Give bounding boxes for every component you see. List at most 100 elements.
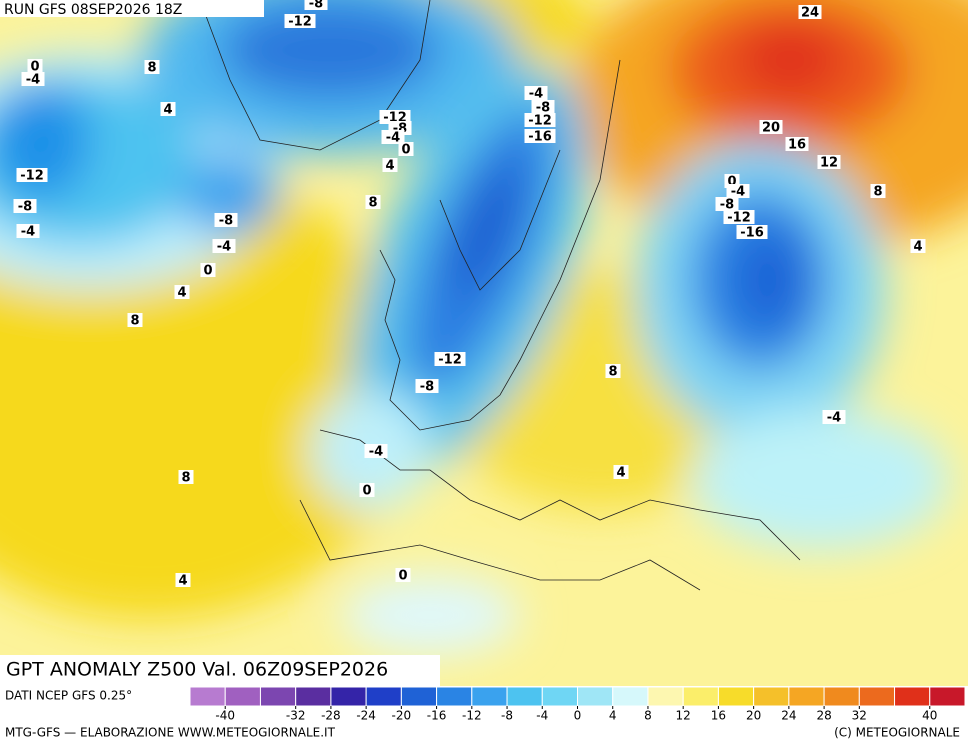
- colorbar-swatch: [647, 686, 684, 707]
- contour-label: 16: [788, 138, 806, 153]
- contour-label-bg: [13, 199, 37, 213]
- colorbar-swatch: [224, 686, 261, 707]
- contour-label-bg: [870, 184, 886, 198]
- contour-label: -4: [26, 73, 40, 88]
- colorbar-swatch: [894, 686, 931, 707]
- colorbar-tick-label: -16: [427, 709, 447, 723]
- colorbar-tick-label: -32: [286, 709, 306, 723]
- footer-left: MTG-GFS — ELABORAZIONE WWW.METEOGIORNALE…: [5, 726, 336, 740]
- contour-label: -12: [727, 211, 751, 226]
- contour-label-bg: [174, 285, 190, 299]
- colorbar-swatch: [471, 686, 508, 707]
- contour-label: -8: [309, 0, 323, 12]
- contour-label-bg: [382, 158, 398, 172]
- contour-label-bg: [304, 0, 328, 10]
- contour-label: 4: [163, 103, 172, 118]
- contour-label: -12: [528, 114, 552, 129]
- contour-label: 4: [385, 159, 394, 174]
- colorbar-tick-label: -24: [356, 709, 376, 723]
- contour-label: -12: [20, 169, 44, 184]
- contour-label: -4: [386, 131, 400, 146]
- colorbar-tick-label: -12: [462, 709, 482, 723]
- colorbar-swatch: [436, 686, 473, 707]
- contour-label-bg: [284, 14, 316, 28]
- colorbar-swatch: [400, 686, 438, 707]
- colorbar-swatch: [858, 686, 896, 707]
- colorbar-swatch: [295, 686, 332, 707]
- contour-label: 4: [178, 574, 187, 589]
- contour-label-bg: [613, 465, 629, 479]
- colorbar-tick-label: -28: [321, 709, 341, 723]
- colorbar-tick-label: 4: [609, 709, 617, 723]
- coastlines: [199, 0, 801, 591]
- contour-label: -12: [288, 15, 312, 30]
- contour-label-bg: [359, 483, 375, 497]
- contour-label: 8: [147, 61, 156, 76]
- contour-label-bg: [759, 120, 783, 134]
- contour-label: -8: [720, 198, 734, 213]
- colorbar-swatch: [753, 686, 790, 707]
- contour-label: -4: [217, 240, 231, 255]
- colorbar-tick-label: -40: [215, 709, 235, 723]
- contour-label: -8: [219, 214, 233, 229]
- contour-label: 0: [362, 484, 371, 499]
- colorbar-swatch: [929, 686, 966, 707]
- contour-label-bg: [175, 573, 191, 587]
- contour-label-bg: [817, 155, 841, 169]
- colorbar-swatch: [612, 686, 649, 707]
- contour-label-bg: [200, 263, 216, 277]
- contour-label-bg: [524, 86, 548, 100]
- contour-label: 8: [368, 196, 377, 211]
- colorbar-swatch: [682, 686, 719, 707]
- footer-right: (C) METEOGIORNALE: [834, 726, 960, 740]
- colorbar-swatch: [330, 686, 367, 707]
- contour-label-bg: [785, 137, 809, 151]
- colorbar-swatch: [506, 686, 543, 707]
- contour-label: -12: [438, 353, 462, 368]
- colorbar-swatch: [717, 686, 755, 707]
- contour-label: 8: [130, 314, 139, 329]
- contour-label-bg: [365, 195, 381, 209]
- colorbar-tick-label: 16: [711, 709, 726, 723]
- contour-label: 12: [820, 156, 838, 171]
- anomaly-field: [0, 0, 968, 655]
- contour-label-bg: [16, 224, 40, 238]
- contour-label: -4: [827, 411, 841, 426]
- contour-label: 4: [177, 286, 186, 301]
- colorbar-tick-label: 32: [852, 709, 867, 723]
- contour-label-bg: [395, 568, 411, 582]
- contour-label: 0: [398, 569, 407, 584]
- contour-label-bg: [214, 213, 238, 227]
- contour-label: -8: [420, 380, 434, 395]
- run-label: RUN GFS 08SEP2026 18Z: [4, 2, 182, 18]
- colorbar-swatch: [189, 686, 226, 707]
- contour-label-bg: [398, 142, 414, 156]
- contour-label: -4: [529, 87, 543, 102]
- contour-label-bg: [910, 239, 926, 253]
- contour-label-bg: [144, 60, 160, 74]
- contour-label-bg: [27, 59, 43, 73]
- contour-label: -16: [740, 226, 764, 241]
- contour-label-bg: [127, 313, 143, 327]
- colorbar-swatch: [788, 686, 825, 707]
- contour-label: -8: [18, 200, 32, 215]
- colorbar-tick-label: 8: [644, 709, 652, 723]
- colorbar-swatch: [577, 686, 614, 707]
- contour-label: 0: [727, 175, 736, 190]
- contour-label-bg: [381, 130, 405, 144]
- contour-label-bg: [798, 5, 822, 19]
- contour-label: 4: [616, 466, 625, 481]
- colorbar-tick-label: -20: [392, 709, 412, 723]
- colorbar-tick-label: 0: [574, 709, 582, 723]
- contour-label: 8: [608, 365, 617, 380]
- map-title: GPT ANOMALY Z500 Val. 06Z09SEP2026: [6, 659, 388, 681]
- contour-label-bg: [178, 470, 194, 484]
- contour-label: -8: [536, 101, 550, 116]
- header-box: [0, 0, 264, 17]
- contour-label-bg: [605, 364, 621, 378]
- contour-label-bg: [212, 239, 236, 253]
- contour-label-bg: [524, 129, 556, 143]
- contour-label: -16: [528, 130, 552, 145]
